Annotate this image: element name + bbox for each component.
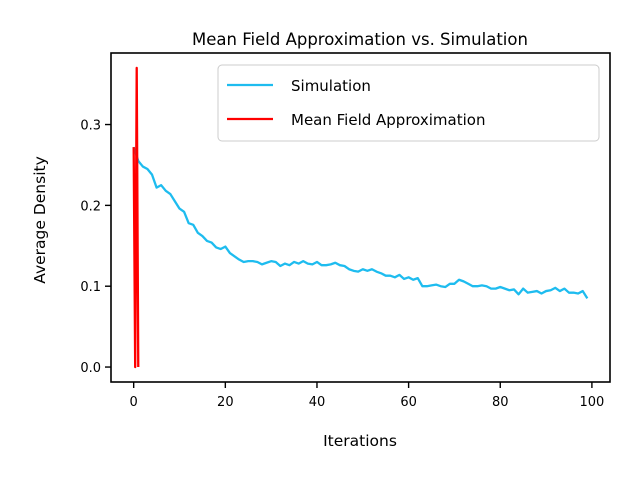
series-line-simulation [132, 146, 589, 299]
y-tick-label: 0.3 [80, 119, 101, 134]
x-tick-label: 80 [492, 395, 509, 410]
legend-label-simulation: Simulation [291, 77, 371, 95]
legend-label-mean-field: Mean Field Approximation [291, 111, 485, 129]
y-axis-label: Average Density [31, 156, 49, 284]
series-line-mean-field-approximation [132, 66, 140, 369]
y-tick-label: 0.0 [80, 361, 101, 376]
x-tick-label: 100 [579, 395, 604, 410]
series-mean-field-approximation [132, 66, 140, 369]
series-layer [132, 66, 589, 369]
x-tick-label: 40 [309, 395, 326, 410]
x-tick-label: 20 [217, 395, 234, 410]
series-simulation [132, 146, 589, 299]
x-tick-label: 60 [400, 395, 417, 410]
chart-title: Mean Field Approximation vs. Simulation [192, 30, 528, 49]
x-tick-label: 0 [130, 395, 138, 410]
y-tick-label: 0.2 [80, 199, 101, 214]
legend: Simulation Mean Field Approximation [217, 64, 600, 142]
y-tick-label: 0.1 [80, 280, 101, 295]
ticks-layer: 0 20 40 60 80 100 0.0 0.1 0.2 0.3 [80, 119, 604, 410]
legend-box [217, 64, 600, 142]
plot-area-frame [110, 52, 611, 383]
x-axis-label: Iterations [323, 432, 397, 450]
